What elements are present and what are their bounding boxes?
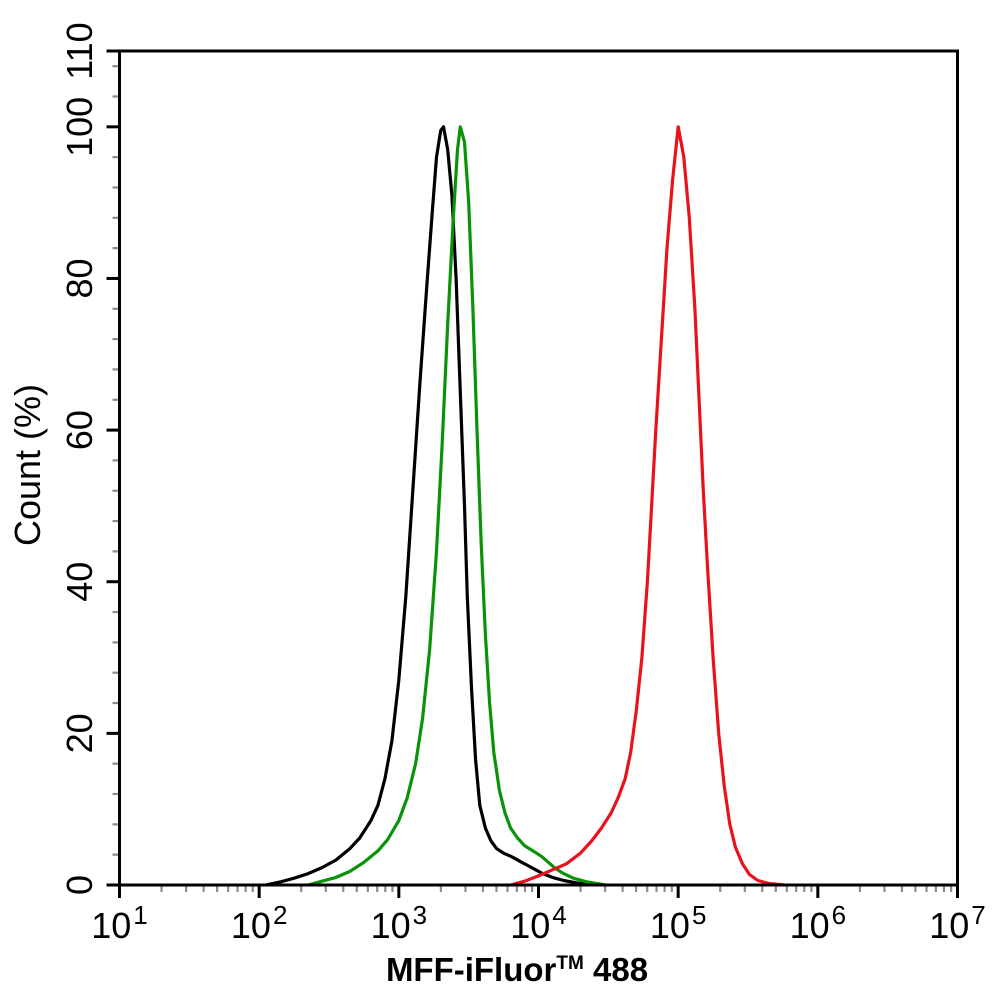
plot-box [118,49,959,887]
x-tick-base: 10 [790,905,830,946]
x-tick-exponent: 5 [692,900,706,930]
x-tick-base: 10 [929,905,969,946]
x-axis-title: MFF-iFluorTM 488 [386,951,648,988]
x-tick-label: 106 [790,900,847,946]
y-tick-label: 110 [59,22,100,79]
x-tick-label: 104 [510,900,567,946]
trademark-superscript: TM [556,953,583,974]
x-tick-label: 103 [371,900,428,946]
x-tick-label: 107 [929,900,986,946]
x-axis-title-main: MFF-iFluor [386,951,557,988]
curve-green [306,125,608,887]
x-tick-exponent: 7 [971,900,985,930]
y-tick-label: 20 [59,713,100,753]
x-tick-exponent: 6 [832,900,846,930]
x-tick-base: 10 [510,905,550,946]
y-tick-label: 80 [59,258,100,298]
x-tick-base: 10 [91,905,131,946]
x-tick-exponent: 3 [413,900,427,930]
curve-red [509,125,786,887]
y-tick-label: 0 [59,875,100,895]
y-tick-label: 40 [59,562,100,602]
x-tick-label: 105 [650,900,707,946]
x-tick-exponent: 1 [133,900,147,930]
x-tick-exponent: 2 [273,900,287,930]
curve-black [264,125,599,887]
x-tick-base: 10 [371,905,411,946]
y-major-ticks [106,49,120,887]
x-tick-exponent: 4 [552,900,566,930]
x-tick-base: 10 [231,905,271,946]
x-axis-title-suffix: 488 [584,951,648,988]
x-tick-base: 10 [650,905,690,946]
x-major-ticks [118,885,959,898]
y-tick-label: 100 [59,97,100,157]
y-axis-title: Count (%) [7,384,48,546]
x-tick-label: 101 [91,900,148,946]
x-tick-label: 102 [231,900,288,946]
y-tick-label: 60 [59,410,100,450]
